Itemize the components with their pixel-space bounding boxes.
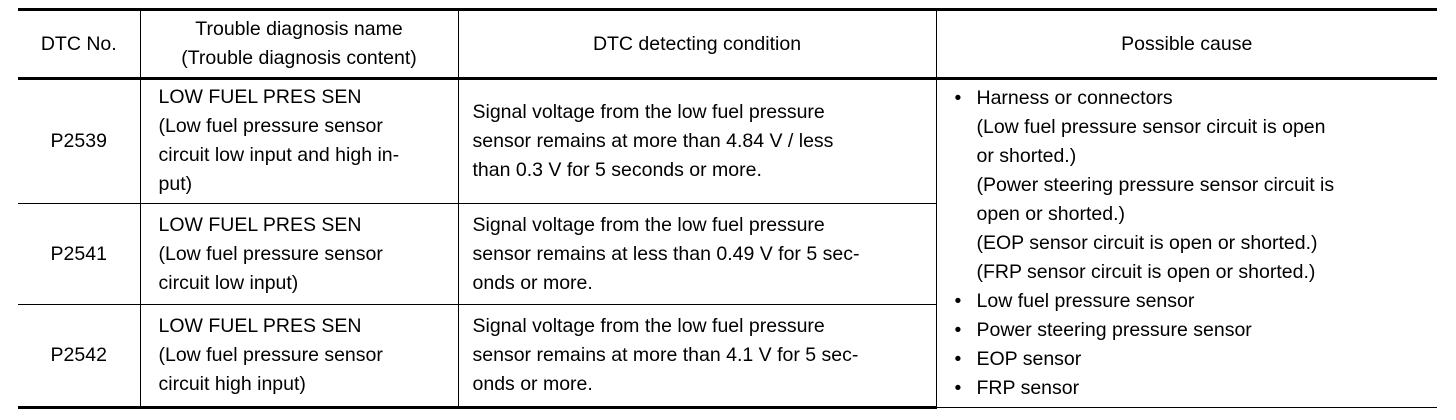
cause-text: Harness or connectors bbox=[976, 87, 1173, 109]
cause-detail: open or shorted.) bbox=[976, 203, 1126, 225]
table-row: P2541 LOW FUEL PRES SEN (Low fuel pressu… bbox=[18, 202, 1437, 306]
diagnosis-name: LOW FUEL PRES SEN (Low fuel pressure sen… bbox=[139, 202, 459, 306]
condition-line: sensor remains at less than 0.49 V for 5… bbox=[472, 242, 860, 265]
cause-detail: (Low fuel pressure sensor circuit is ope… bbox=[976, 116, 1326, 138]
cause-detail: (FRP sensor circuit is open or shorted.) bbox=[976, 261, 1316, 283]
diagnosis-name-line: circuit low input and high in- bbox=[158, 144, 400, 167]
header-dtc-no: DTC No. bbox=[18, 8, 141, 80]
bullet-icon: • bbox=[954, 290, 962, 312]
list-item: • Harness or connectors (Low fuel pressu… bbox=[955, 84, 1428, 287]
table-row: P2539 LOW FUEL PRES SEN (Low fuel pressu… bbox=[18, 78, 1437, 408]
diagnosis-name-line: circuit low input) bbox=[158, 271, 299, 294]
diagnosis-name-line: circuit high input) bbox=[158, 373, 306, 396]
condition-line: sensor remains at more than 4.84 V / les… bbox=[472, 129, 834, 152]
cause-list: • Harness or connectors (Low fuel pressu… bbox=[955, 84, 1428, 403]
header-detecting-condition: DTC detecting condition bbox=[457, 8, 937, 80]
condition-line: Signal voltage from the low fuel pressur… bbox=[472, 100, 825, 123]
diagnosis-name-line: LOW FUEL PRES SEN bbox=[158, 315, 362, 338]
bullet-icon: • bbox=[954, 377, 962, 399]
diagnosis-name-line: LOW FUEL PRES SEN bbox=[158, 213, 362, 236]
header-trouble-diagnosis-name: Trouble diagnosis name (Trouble diagnosi… bbox=[139, 8, 459, 80]
cause-detail: (EOP sensor circuit is open or shorted.) bbox=[976, 232, 1318, 254]
diagnosis-name-line: (Low fuel pressure sensor bbox=[158, 344, 383, 367]
table-row: P2542 LOW FUEL PRES SEN (Low fuel pressu… bbox=[18, 304, 1437, 409]
list-item: • Low fuel pressure sensor bbox=[955, 287, 1428, 316]
cause-detail: or shorted.) bbox=[976, 145, 1077, 167]
cause-text: Power steering pressure sensor bbox=[976, 319, 1252, 341]
dtc-code: P2539 bbox=[18, 78, 141, 204]
dtc-code: P2541 bbox=[18, 202, 141, 306]
list-item: • EOP sensor bbox=[955, 345, 1428, 374]
diagnosis-name: LOW FUEL PRES SEN (Low fuel pressure sen… bbox=[139, 78, 459, 204]
diagnosis-name-line: (Low fuel pressure sensor bbox=[158, 115, 383, 138]
dtc-code: P2542 bbox=[18, 304, 141, 409]
diagnosis-name: LOW FUEL PRES SEN (Low fuel pressure sen… bbox=[139, 304, 459, 409]
cause-text: Low fuel pressure sensor bbox=[976, 290, 1195, 312]
header-name-line-1: Trouble diagnosis name bbox=[195, 18, 403, 40]
header-name-line-2: (Trouble diagnosis content) bbox=[181, 47, 417, 69]
cause-text: FRP sensor bbox=[976, 377, 1080, 399]
cause-detail: (Power steering pressure sensor circuit … bbox=[976, 174, 1335, 196]
diagnosis-name-line: put) bbox=[158, 173, 193, 196]
condition-line: Signal voltage from the low fuel pressur… bbox=[472, 213, 825, 236]
list-item: • Power steering pressure sensor bbox=[955, 316, 1428, 345]
dtc-table: DTC No. Trouble diagnosis name (Trouble … bbox=[18, 8, 1437, 409]
detecting-condition: Signal voltage from the low fuel pressur… bbox=[457, 78, 937, 204]
cause-text: EOP sensor bbox=[976, 348, 1082, 370]
header-possible-cause: Possible cause bbox=[935, 8, 1437, 80]
detecting-condition: Signal voltage from the low fuel pressur… bbox=[457, 304, 936, 409]
list-item: • FRP sensor bbox=[955, 374, 1428, 403]
condition-line: than 0.3 V for 5 seconds or more. bbox=[472, 158, 762, 181]
possible-cause: • Harness or connectors (Low fuel pressu… bbox=[935, 78, 1437, 408]
diagnosis-name-line: LOW FUEL PRES SEN bbox=[158, 86, 362, 109]
condition-line: sensor remains at more than 4.1 V for 5 … bbox=[472, 344, 859, 367]
bullet-icon: • bbox=[954, 348, 962, 370]
condition-line: onds or more. bbox=[472, 373, 593, 396]
condition-line: Signal voltage from the low fuel pressur… bbox=[472, 315, 825, 338]
bullet-icon: • bbox=[954, 87, 962, 109]
bullet-icon: • bbox=[954, 319, 962, 341]
diagnosis-name-line: (Low fuel pressure sensor bbox=[158, 242, 383, 265]
condition-line: onds or more. bbox=[472, 271, 593, 294]
header-row: DTC No. Trouble diagnosis name (Trouble … bbox=[18, 8, 1437, 80]
detecting-condition: Signal voltage from the low fuel pressur… bbox=[457, 202, 936, 306]
